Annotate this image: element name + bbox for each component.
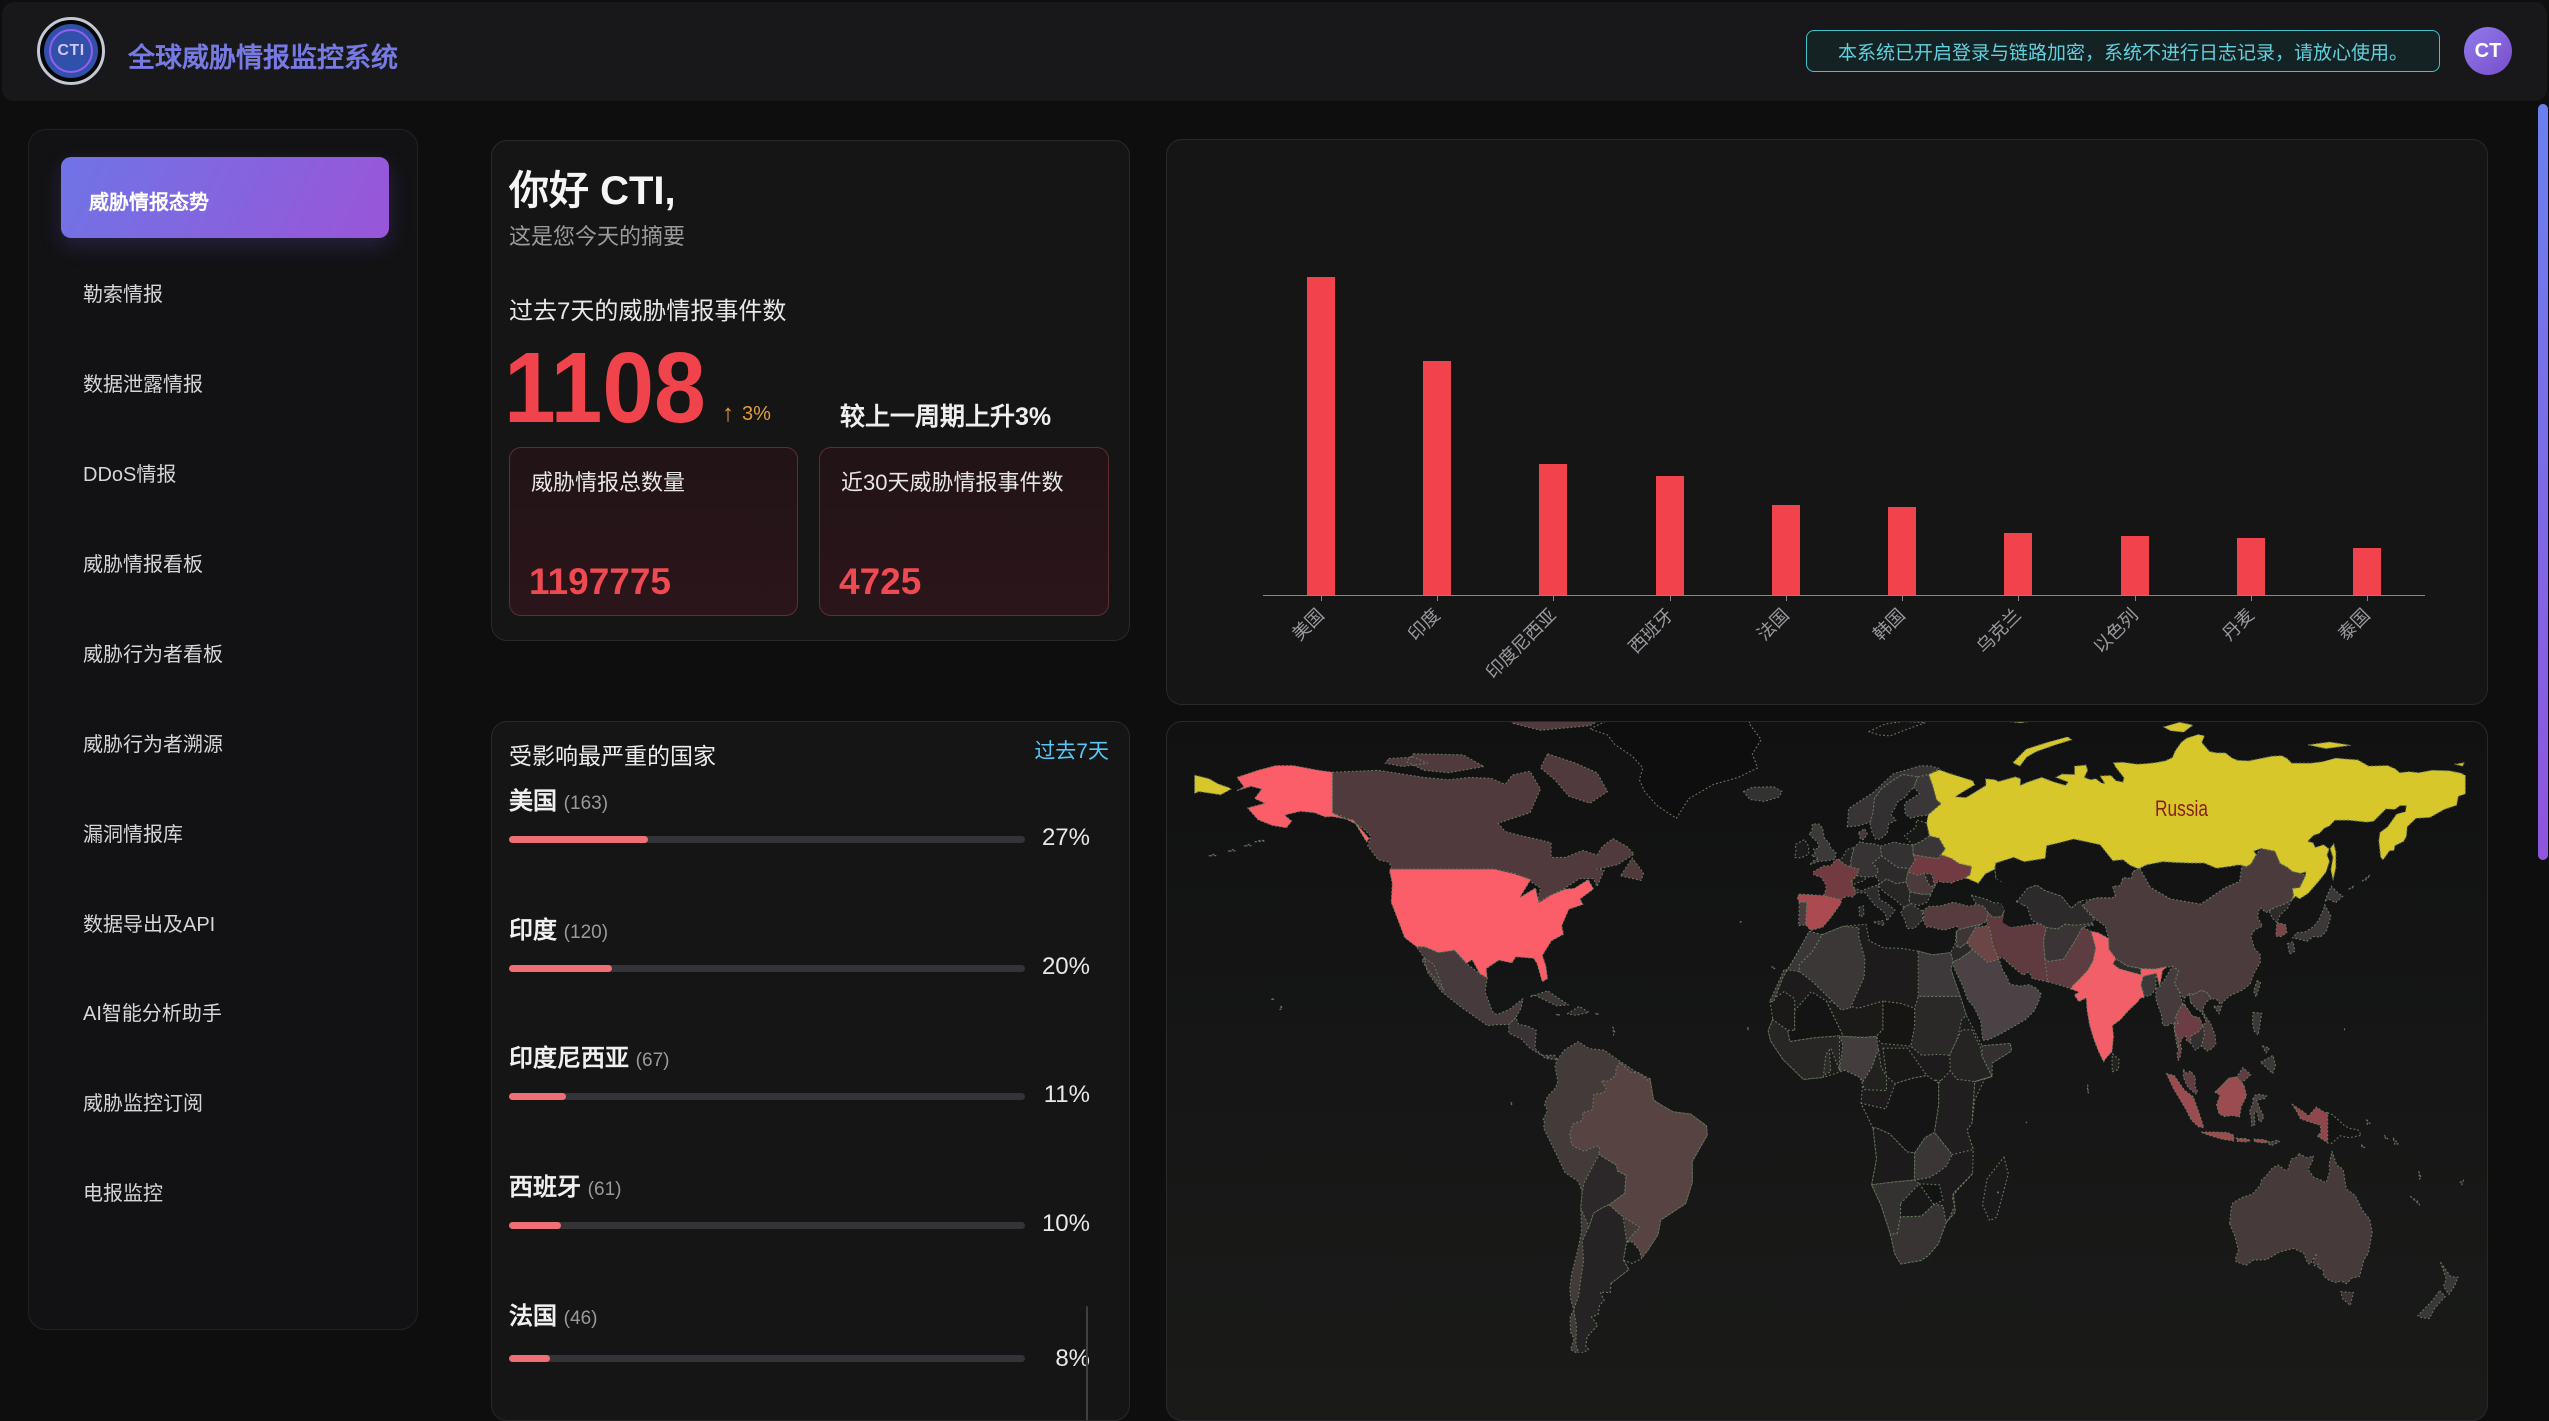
svg-text:Russia: Russia xyxy=(2155,796,2209,821)
